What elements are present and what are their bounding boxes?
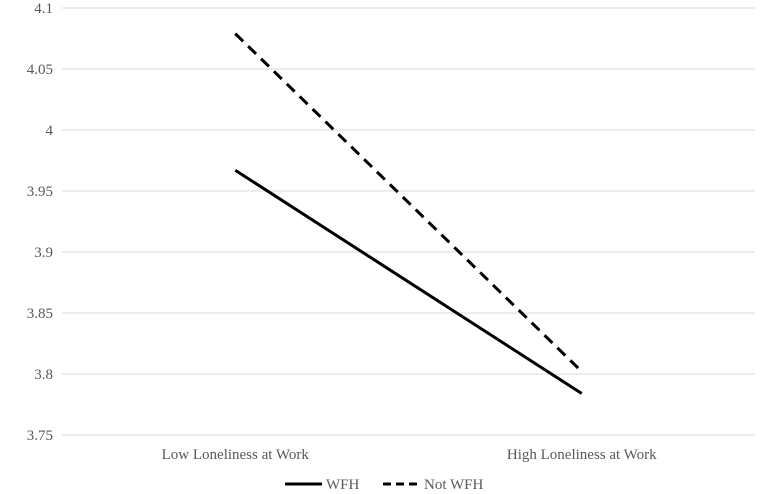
y-tick-label: 3.9 bbox=[34, 245, 53, 261]
y-tick-label: 3.95 bbox=[27, 184, 53, 200]
y-tick-label: 4.1 bbox=[34, 1, 53, 17]
y-tick-label: 4.05 bbox=[27, 62, 53, 78]
y-axis-tick-labels: 3.75 3.8 3.85 3.9 3.95 4 4.05 4.1 bbox=[27, 1, 54, 444]
legend-label: WFH bbox=[326, 477, 360, 493]
x-category-label: Low Loneliness at Work bbox=[162, 447, 310, 463]
gridlines bbox=[62, 7, 755, 436]
legend: WFH Not WFH bbox=[285, 477, 483, 493]
x-axis-category-labels: Low Loneliness at Work High Loneliness at… bbox=[162, 447, 657, 463]
y-tick-label: 3.85 bbox=[27, 306, 53, 322]
series-lines bbox=[234, 32, 583, 395]
series-line-not-wfh bbox=[234, 32, 583, 373]
x-category-label: High Loneliness at Work bbox=[507, 447, 657, 463]
y-tick-label: 4 bbox=[46, 123, 54, 139]
y-tick-label: 3.75 bbox=[27, 428, 53, 444]
legend-label: Not WFH bbox=[424, 477, 483, 493]
y-tick-label: 3.8 bbox=[34, 367, 53, 383]
series-line-wfh bbox=[234, 168, 583, 395]
